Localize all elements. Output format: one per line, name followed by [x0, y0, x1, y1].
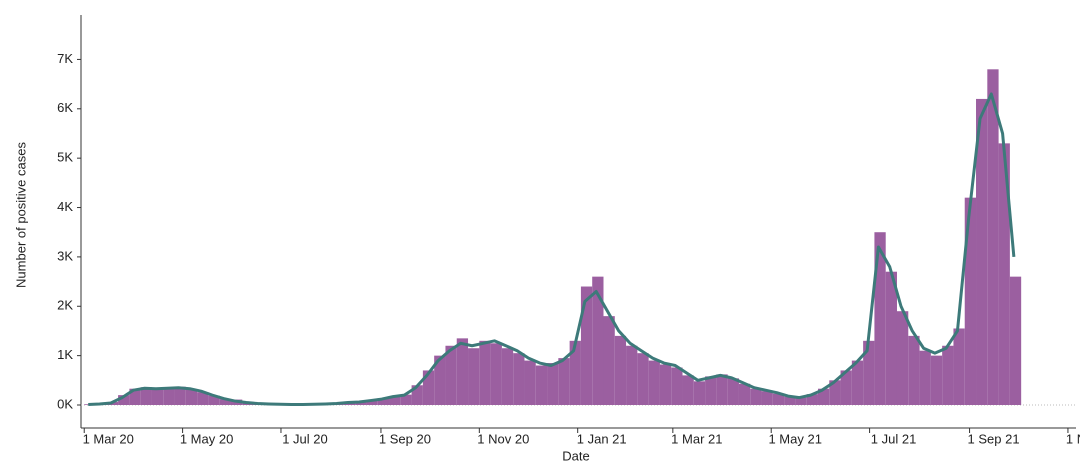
bar	[716, 374, 728, 405]
bar	[118, 395, 130, 405]
y-tick-label: 4K	[57, 199, 73, 214]
bar	[151, 389, 164, 405]
x-tick-label: 1 Jul 20	[282, 431, 328, 446]
bar	[163, 387, 175, 405]
bar	[569, 340, 581, 405]
bar	[738, 383, 751, 405]
bar	[976, 98, 988, 406]
x-tick-label: 1 Nov 21	[1066, 431, 1080, 446]
x-tick-label: 1 Jul 21	[871, 431, 917, 446]
y-tick-label: 7K	[57, 51, 73, 66]
bar	[987, 69, 999, 405]
bar	[964, 197, 977, 405]
x-axis-title: Date	[562, 448, 589, 463]
bar	[185, 389, 198, 405]
y-tick-label: 0K	[57, 396, 73, 411]
bar	[942, 345, 954, 405]
bar	[659, 364, 672, 405]
bar	[840, 370, 852, 405]
x-tick-label: 1 Mar 20	[83, 431, 134, 446]
bar	[851, 360, 864, 405]
x-tick-label: 1 Mar 21	[671, 431, 722, 446]
x-tick-label: 1 May 20	[180, 431, 233, 446]
bar	[727, 378, 739, 405]
bar	[434, 355, 446, 405]
y-axis-title: Number of positive cases	[13, 142, 28, 288]
bar	[411, 385, 423, 405]
bar	[750, 388, 762, 405]
bar	[219, 399, 231, 405]
x-tick-label: 1 Nov 20	[477, 431, 529, 446]
y-tick-label: 1K	[57, 347, 73, 362]
bar	[772, 393, 785, 405]
bar	[795, 397, 807, 405]
bar	[885, 271, 897, 405]
bar	[558, 358, 570, 405]
bar	[761, 391, 773, 405]
y-tick-label: 3K	[57, 248, 73, 263]
bar	[682, 375, 694, 405]
y-tick-label: 5K	[57, 150, 73, 165]
x-tick-label: 1 Sep 20	[379, 431, 431, 446]
bar	[422, 370, 435, 405]
bar	[490, 343, 502, 405]
bar	[784, 396, 796, 405]
bar	[535, 365, 548, 405]
bar	[626, 345, 638, 405]
bar	[863, 340, 875, 405]
bar	[580, 286, 593, 405]
bar	[400, 394, 412, 405]
bar	[197, 392, 209, 405]
x-tick-label: 1 Sep 21	[968, 431, 1020, 446]
bar	[693, 381, 706, 405]
bar	[445, 345, 457, 405]
bar	[174, 386, 186, 405]
x-tick-label: 1 May 21	[768, 431, 821, 446]
bar	[919, 350, 931, 405]
bar	[389, 396, 401, 405]
bar	[648, 360, 660, 405]
bar	[817, 388, 830, 405]
bar	[468, 348, 480, 405]
bar	[592, 276, 604, 405]
bar	[479, 340, 491, 405]
bar	[547, 363, 559, 405]
x-tick-label: 1 Jan 21	[577, 431, 627, 446]
bar	[513, 353, 525, 405]
bar	[456, 338, 469, 405]
bar	[671, 367, 683, 405]
bar	[705, 376, 717, 405]
trend-line	[88, 92, 1016, 407]
bar	[874, 232, 886, 405]
y-tick-label: 6K	[57, 100, 73, 115]
bar	[377, 398, 390, 405]
y-tick-label: 2K	[57, 298, 73, 313]
bar	[806, 394, 818, 405]
bar	[998, 143, 1010, 405]
bar	[930, 355, 943, 405]
bar	[637, 353, 649, 405]
bar	[140, 387, 152, 405]
bar	[366, 400, 378, 405]
bar	[908, 335, 920, 405]
bar	[614, 335, 627, 405]
bar	[1009, 276, 1022, 405]
bar	[829, 380, 841, 405]
bar	[501, 348, 514, 405]
bar	[208, 395, 220, 405]
bar	[524, 360, 536, 405]
bar	[603, 316, 615, 405]
bar	[953, 328, 965, 405]
bar	[896, 311, 909, 405]
bar	[129, 388, 141, 405]
